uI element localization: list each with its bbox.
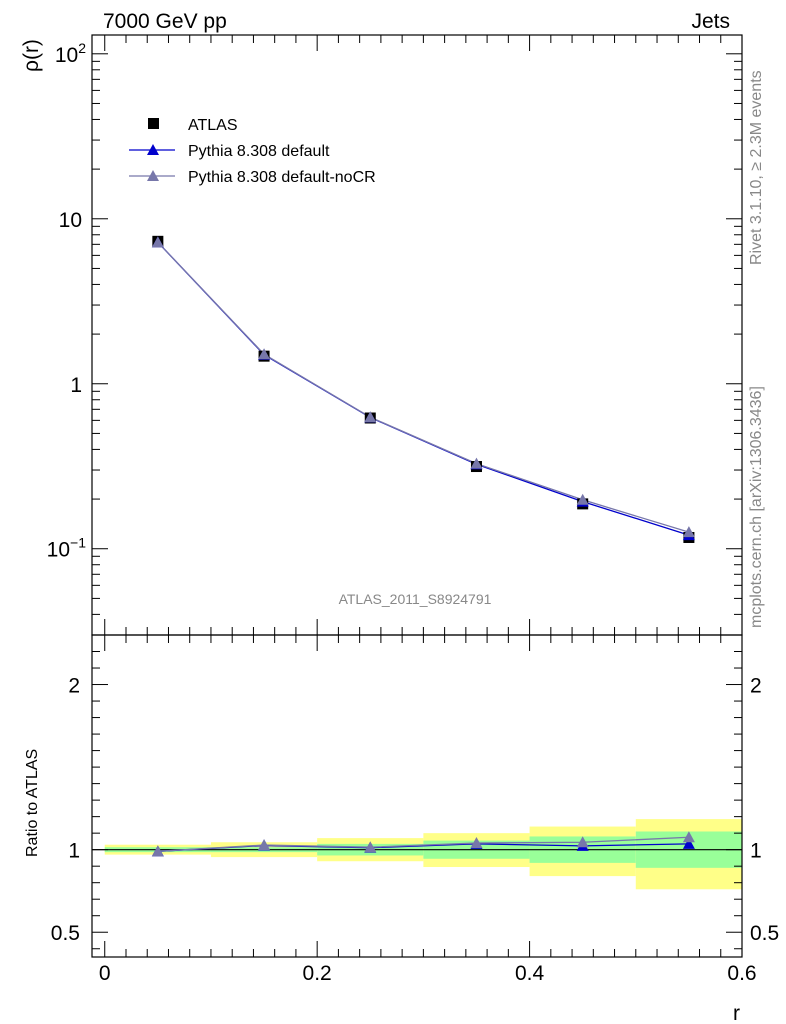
ratio-point-nocr <box>470 837 483 849</box>
ratio-ytick-label-right: 2 <box>750 675 762 698</box>
xtick-label: 0.4 <box>515 962 545 985</box>
legend-label-default: Pythia 8.308 default <box>188 143 330 160</box>
source-label: mcplots.cern.ch [arXiv:1306.3436] <box>748 386 765 628</box>
legend-label-nocr: Pythia 8.308 default-noCR <box>188 169 376 186</box>
mc-point-nocr <box>151 236 164 248</box>
xtick-label: 0 <box>99 962 111 985</box>
ratio-ytick-label-left: 1 <box>68 840 80 863</box>
ratio-series-line <box>157 836 689 852</box>
main-ytick-label: 10 <box>59 209 82 232</box>
ratio-series-layer <box>151 831 695 857</box>
header-right: Jets <box>691 10 730 33</box>
main-series-layer <box>151 235 695 543</box>
main-series-line <box>157 241 690 536</box>
ratio-ylabel: Ratio to ATLAS <box>24 749 41 857</box>
ratio-point-nocr <box>364 841 377 853</box>
mc-point-nocr <box>470 457 483 469</box>
ratio-point-nocr <box>576 836 589 848</box>
ratio-point-default <box>682 837 695 849</box>
main-ytick-label: 102 <box>55 40 86 67</box>
ratio-point-nocr <box>151 845 164 857</box>
rivet-label: Rivet 3.1.10, ≥ 2.3M events <box>748 70 765 265</box>
mc-point-nocr <box>258 348 271 360</box>
mc-point-nocr <box>576 493 589 505</box>
ratio-ytick-label-left: 2 <box>68 675 80 698</box>
legend-marker-atlas <box>148 118 159 129</box>
main-ytick-label: 10−1 <box>47 535 87 562</box>
ratio-ytick-label-right: 1 <box>750 840 762 863</box>
main-ylabel: ρ(r) <box>20 39 43 72</box>
main-ytick-label: 1 <box>70 374 82 397</box>
xtick-label: 0.2 <box>303 962 332 985</box>
ratio-ytick-label-right: 0.5 <box>750 922 779 945</box>
ratio-point-nocr <box>682 831 695 843</box>
ratio-uncertainty-bands <box>92 819 742 890</box>
mc-point-nocr <box>682 526 695 538</box>
ratio-ytick-label-left: 0.5 <box>51 922 80 945</box>
analysis-label: ATLAS_2011_S8924791 <box>339 591 492 607</box>
xlabel: r <box>733 1002 740 1024</box>
ratio-point-nocr <box>258 839 271 851</box>
legend: ATLAS Pythia 8.308 default Pythia 8.308 … <box>129 117 376 186</box>
legend-marker-default <box>147 144 159 155</box>
xtick-label: 0.6 <box>727 962 756 985</box>
ratio-panel-frame <box>91 634 743 958</box>
legend-label-atlas: ATLAS <box>188 117 238 134</box>
header-left: 7000 GeV pp <box>103 10 227 33</box>
main-series-line <box>157 241 690 533</box>
mc-point-nocr <box>364 411 377 423</box>
legend-marker-nocr <box>147 170 159 181</box>
ratio-axis-ticks: 0 0.2 0.4 0.6 0.5 0.5 1 1 2 2 <box>51 634 779 985</box>
